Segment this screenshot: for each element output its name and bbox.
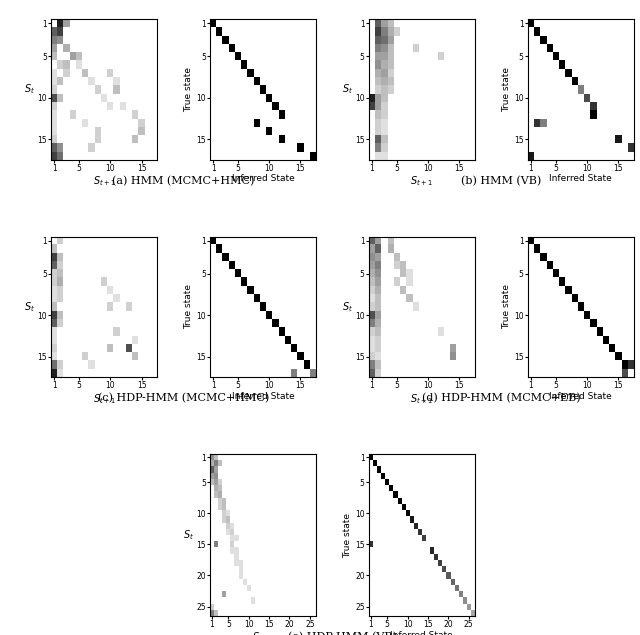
X-axis label: Inferred State: Inferred State: [549, 392, 612, 401]
X-axis label: Inferred State: Inferred State: [390, 631, 453, 635]
Y-axis label: True state: True state: [184, 284, 193, 330]
X-axis label: $S_{t+1}$: $S_{t+1}$: [410, 175, 433, 188]
Text: (b) HMM (VB): (b) HMM (VB): [461, 176, 541, 186]
Y-axis label: $S_t$: $S_t$: [24, 83, 36, 97]
Y-axis label: $S_t$: $S_t$: [342, 300, 353, 314]
Y-axis label: True state: True state: [343, 512, 352, 558]
X-axis label: $S_{t+1}$: $S_{t+1}$: [93, 392, 116, 406]
Text: (c) HDP-HMM (MCMC+HMC): (c) HDP-HMM (MCMC+HMC): [98, 393, 269, 403]
Y-axis label: True state: True state: [184, 67, 193, 112]
Y-axis label: $S_t$: $S_t$: [24, 300, 36, 314]
X-axis label: $S_{t+1}$: $S_{t+1}$: [93, 175, 116, 188]
X-axis label: $S_{t+1}$: $S_{t+1}$: [410, 392, 433, 406]
X-axis label: $S_{t+1}$: $S_{t+1}$: [252, 631, 275, 635]
Text: (e) HDP-HMM (VB): (e) HDP-HMM (VB): [288, 632, 397, 635]
Y-axis label: $S_t$: $S_t$: [342, 83, 353, 97]
X-axis label: Inferred State: Inferred State: [232, 175, 294, 184]
X-axis label: Inferred State: Inferred State: [232, 392, 294, 401]
Y-axis label: True state: True state: [502, 284, 511, 330]
Text: (a) HMM (MCMC+HMC): (a) HMM (MCMC+HMC): [113, 176, 255, 186]
Y-axis label: True state: True state: [502, 67, 511, 112]
X-axis label: Inferred State: Inferred State: [549, 175, 612, 184]
Text: (d) HDP-HMM (MCMC+EB): (d) HDP-HMM (MCMC+EB): [422, 393, 580, 403]
Y-axis label: $S_t$: $S_t$: [183, 528, 195, 542]
